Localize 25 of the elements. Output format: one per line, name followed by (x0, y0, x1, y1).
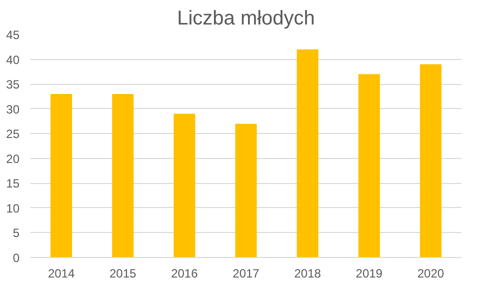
y-tick-label: 25 (6, 127, 20, 142)
bar (420, 64, 442, 258)
bar (235, 124, 257, 258)
y-tick-label: 5 (12, 226, 20, 240)
x-tick-label: 2014 (48, 266, 75, 280)
y-tick-label: 15 (6, 176, 20, 191)
x-tick-label: 2016 (171, 266, 198, 280)
y-tick-label: 20 (6, 152, 20, 166)
y-tick-label: 35 (6, 78, 20, 92)
x-tick-label: 2019 (356, 266, 383, 280)
y-tick-label: 0 (12, 251, 20, 265)
y-tick-label: 45 (6, 28, 20, 42)
bar (296, 49, 318, 258)
y-tick-label: 10 (6, 201, 20, 216)
y-tick-label: 30 (6, 102, 20, 116)
x-tick-label: 2015 (110, 266, 137, 280)
y-tick-label: 40 (6, 52, 20, 67)
bar (174, 114, 196, 258)
bar (112, 94, 134, 258)
x-tick-label: 2020 (417, 266, 444, 280)
bar (50, 94, 72, 258)
x-tick-label: 2018 (294, 266, 322, 280)
bar (358, 74, 380, 258)
x-tick-label: 2017 (232, 266, 260, 280)
chart-title: Liczba młodych (177, 8, 315, 30)
